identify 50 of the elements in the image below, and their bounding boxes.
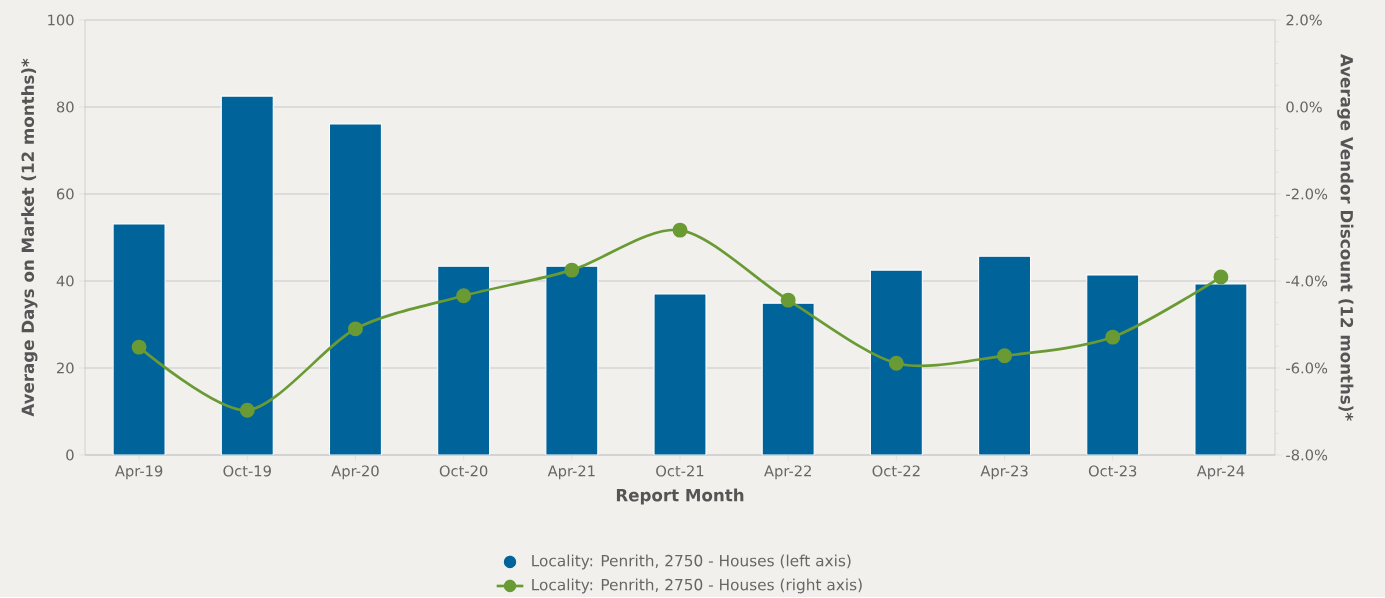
legend-label: Locality: Penrith, 2750 - Houses (right axis) xyxy=(532,578,862,594)
point xyxy=(456,288,472,304)
x-tick-label: Apr-19 xyxy=(115,465,163,480)
bar xyxy=(978,255,1032,456)
x-tick-label: Oct-20 xyxy=(439,465,488,477)
x-tick-label: Apr-24 xyxy=(1196,465,1245,480)
point xyxy=(888,355,904,371)
x-tick-label: Apr-23 xyxy=(980,465,1028,480)
bar xyxy=(112,223,166,456)
y2-tick-label: -8.0% xyxy=(1286,449,1328,461)
y-tick-label: 60 xyxy=(56,188,74,200)
y-tick-label: 100 xyxy=(48,14,74,26)
x-tick-label: Apr-22 xyxy=(764,465,811,480)
y-tick-label: 0 xyxy=(66,449,74,461)
y-tick-label: 20 xyxy=(57,362,74,374)
y2-tick-label: -4.0% xyxy=(1286,275,1328,287)
point xyxy=(1213,269,1229,285)
x-tick-label: Oct-22 xyxy=(872,465,920,477)
point xyxy=(347,321,363,337)
y2-axis-title: Average Vendor Discount (12 months)* xyxy=(1337,54,1354,421)
bar xyxy=(1086,274,1140,456)
bar xyxy=(328,123,382,456)
point xyxy=(131,339,147,355)
point xyxy=(672,222,688,238)
x-tick-label: Apr-20 xyxy=(331,465,379,480)
point xyxy=(780,292,796,308)
bar xyxy=(869,269,923,456)
bar xyxy=(545,265,599,456)
bar xyxy=(761,302,815,456)
point xyxy=(1105,329,1121,345)
y2-tick-label: 0.0% xyxy=(1286,101,1322,113)
point xyxy=(239,402,255,418)
x-tick-label: Oct-23 xyxy=(1088,465,1137,477)
y2-tick-label: 2.0% xyxy=(1286,14,1322,26)
x-axis-title: Report Month xyxy=(616,488,744,505)
x-tick-label: Apr-21 xyxy=(547,465,595,480)
bar xyxy=(220,95,274,456)
x-tick-label: Oct-19 xyxy=(223,465,271,477)
y-tick-label: 80 xyxy=(56,101,74,113)
y2-tick-label: -6.0% xyxy=(1286,362,1328,374)
x-tick-label: Oct-21 xyxy=(656,465,704,477)
y-axis-title: Average Days on Market (12 months)* xyxy=(21,58,38,417)
legend-label: Locality: Penrith, 2750 - Houses (left axis) xyxy=(532,554,851,570)
bar xyxy=(653,293,707,456)
bar xyxy=(437,265,491,456)
y2-tick-label: -2.0% xyxy=(1286,188,1328,200)
y-tick-label: 40 xyxy=(56,275,74,287)
point xyxy=(564,262,580,278)
point xyxy=(997,348,1013,364)
bar xyxy=(1194,283,1248,456)
